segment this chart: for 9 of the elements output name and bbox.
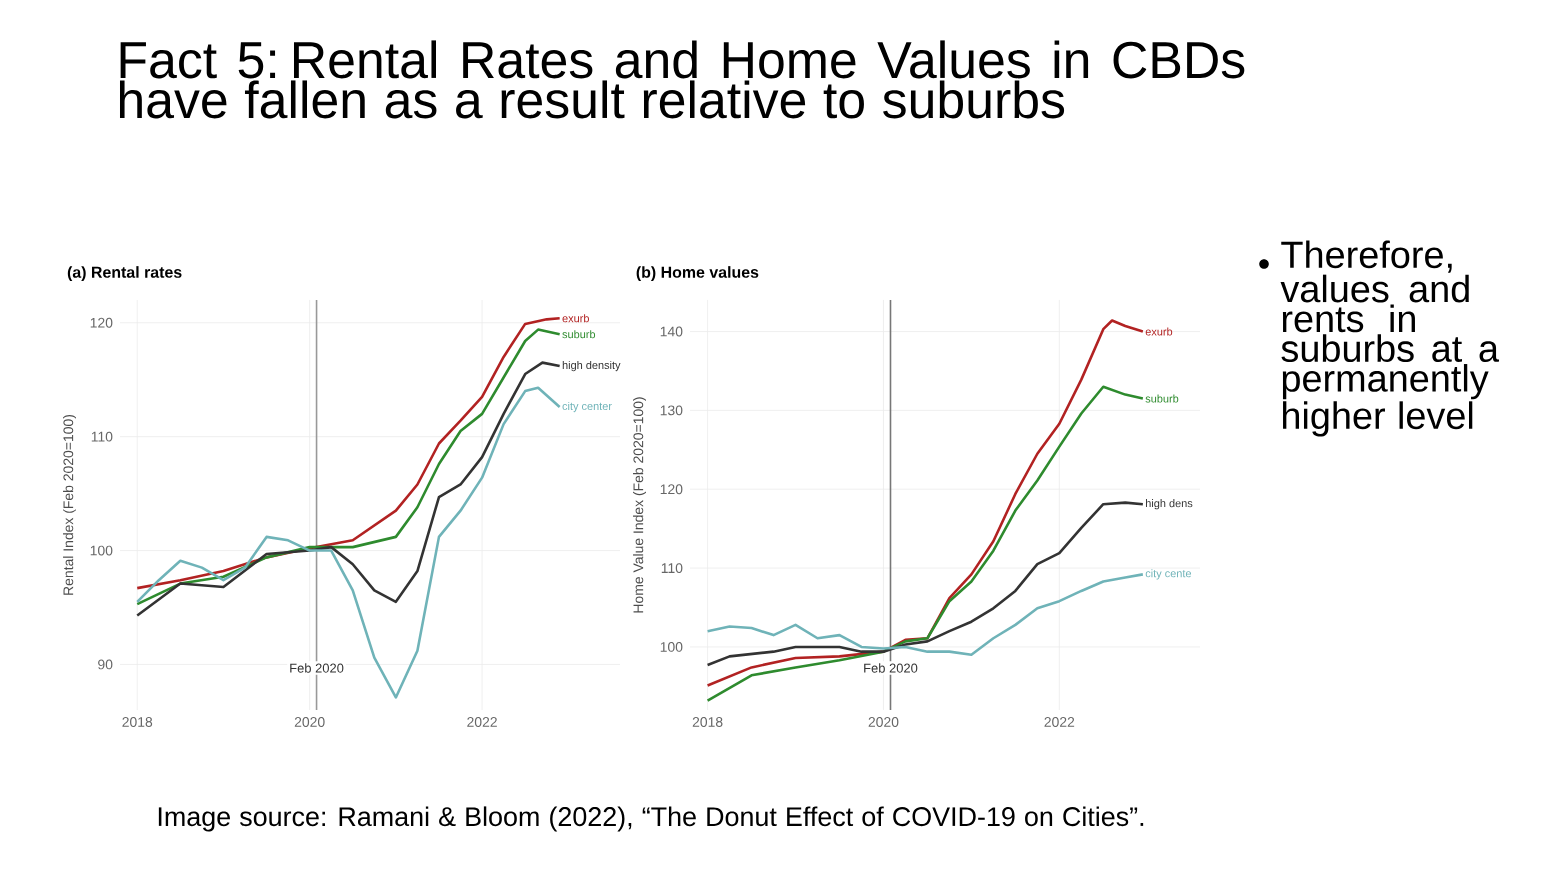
line-series	[135, 386, 561, 699]
text: Therefore, values and rents in suburbs at a permanently higher level	[1280, 240, 1500, 437]
text: Fact 5: Rental Rates and Home Values in CBDs have fallen as a result relative to suburbs	[119, 40, 1245, 119]
text: Image source: Ramani & Bloom (2022), “The Donut Effect of COVID-19 on Cities”.	[158, 806, 1144, 832]
line-series	[706, 501, 1145, 667]
line-series	[706, 319, 1145, 687]
line-series	[706, 385, 1145, 702]
line-series	[135, 361, 561, 617]
line-series	[706, 573, 1145, 657]
